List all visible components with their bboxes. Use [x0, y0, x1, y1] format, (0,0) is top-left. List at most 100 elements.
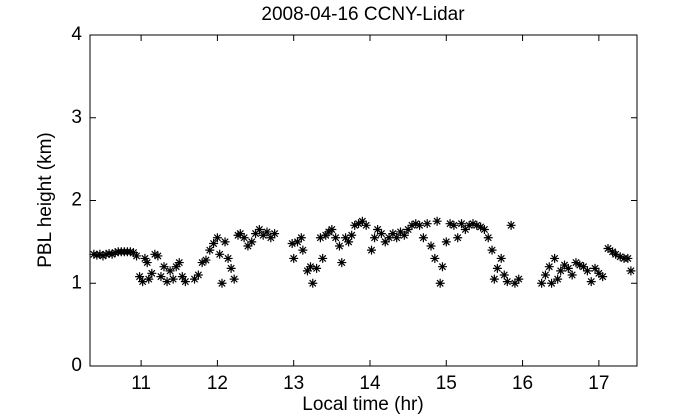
- point: [586, 277, 596, 287]
- point: [611, 249, 621, 259]
- point: [334, 241, 344, 251]
- point: [220, 237, 230, 247]
- point: [479, 224, 489, 234]
- point: [251, 229, 261, 239]
- point: [626, 266, 636, 276]
- point: [550, 253, 560, 263]
- y-tick-label: 0: [71, 355, 82, 376]
- y-tick-label: 3: [71, 107, 82, 128]
- point: [147, 268, 157, 278]
- point: [392, 233, 402, 243]
- point: [496, 253, 506, 263]
- point: [407, 220, 417, 230]
- x-tick-label: 13: [283, 373, 304, 394]
- point: [575, 260, 585, 270]
- point: [110, 248, 120, 258]
- point: [350, 220, 360, 230]
- point: [540, 270, 550, 280]
- point: [321, 230, 331, 240]
- point: [472, 220, 482, 230]
- point: [344, 237, 354, 247]
- point: [487, 245, 497, 255]
- x-tick-label: 11: [131, 373, 151, 394]
- point: [226, 263, 236, 273]
- y-tick-label: 1: [71, 272, 82, 293]
- point: [308, 278, 318, 288]
- point: [615, 252, 625, 262]
- point: [298, 245, 308, 255]
- point: [98, 251, 108, 261]
- point: [331, 233, 341, 243]
- y-tick-label: 2: [71, 190, 82, 211]
- point: [312, 263, 322, 273]
- x-tick-label: 17: [588, 373, 609, 394]
- point: [174, 258, 184, 268]
- point: [553, 274, 563, 284]
- point: [138, 277, 148, 287]
- point: [547, 278, 557, 288]
- point: [337, 258, 347, 268]
- point: [457, 219, 467, 229]
- point: [107, 249, 117, 259]
- point: [296, 233, 306, 243]
- x-tick-label: 14: [359, 373, 381, 394]
- point: [95, 249, 105, 259]
- point: [205, 245, 215, 255]
- point: [422, 219, 432, 229]
- point: [598, 272, 608, 282]
- point: [415, 220, 425, 230]
- point: [403, 224, 413, 234]
- point: [223, 253, 233, 263]
- point: [468, 219, 478, 229]
- point: [579, 262, 589, 272]
- point: [388, 229, 398, 239]
- point: [215, 249, 225, 259]
- point: [483, 233, 493, 243]
- point: [104, 248, 114, 258]
- point: [132, 251, 142, 261]
- point: [396, 227, 406, 237]
- point: [165, 266, 175, 276]
- point: [212, 233, 222, 243]
- point: [376, 229, 386, 239]
- point: [567, 270, 577, 280]
- point: [168, 274, 178, 284]
- point: [177, 272, 187, 282]
- point: [193, 270, 203, 280]
- point: [318, 253, 328, 263]
- point: [437, 262, 447, 272]
- point: [411, 219, 421, 229]
- point: [144, 274, 154, 284]
- point: [571, 258, 581, 268]
- point: [347, 230, 357, 240]
- point: [270, 229, 280, 239]
- point: [125, 247, 135, 257]
- x-tick-label: 12: [207, 373, 228, 394]
- point: [217, 278, 227, 288]
- point: [171, 262, 181, 272]
- point: [142, 258, 152, 268]
- point: [293, 237, 303, 247]
- point: [499, 270, 509, 280]
- point: [453, 233, 463, 243]
- y-axis-label: PBL height (km): [35, 132, 56, 268]
- point: [435, 278, 445, 288]
- plot-frame: [89, 34, 638, 367]
- point: [180, 277, 190, 287]
- point: [582, 266, 592, 276]
- point: [590, 263, 600, 273]
- point: [254, 224, 264, 234]
- point: [445, 219, 455, 229]
- point: [315, 233, 325, 243]
- point: [128, 248, 138, 258]
- point: [430, 253, 440, 263]
- point: [418, 233, 428, 243]
- point: [197, 258, 207, 268]
- point: [162, 277, 172, 287]
- point: [89, 249, 99, 259]
- point: [492, 263, 502, 273]
- point: [367, 245, 377, 255]
- point: [370, 233, 380, 243]
- point: [287, 239, 297, 249]
